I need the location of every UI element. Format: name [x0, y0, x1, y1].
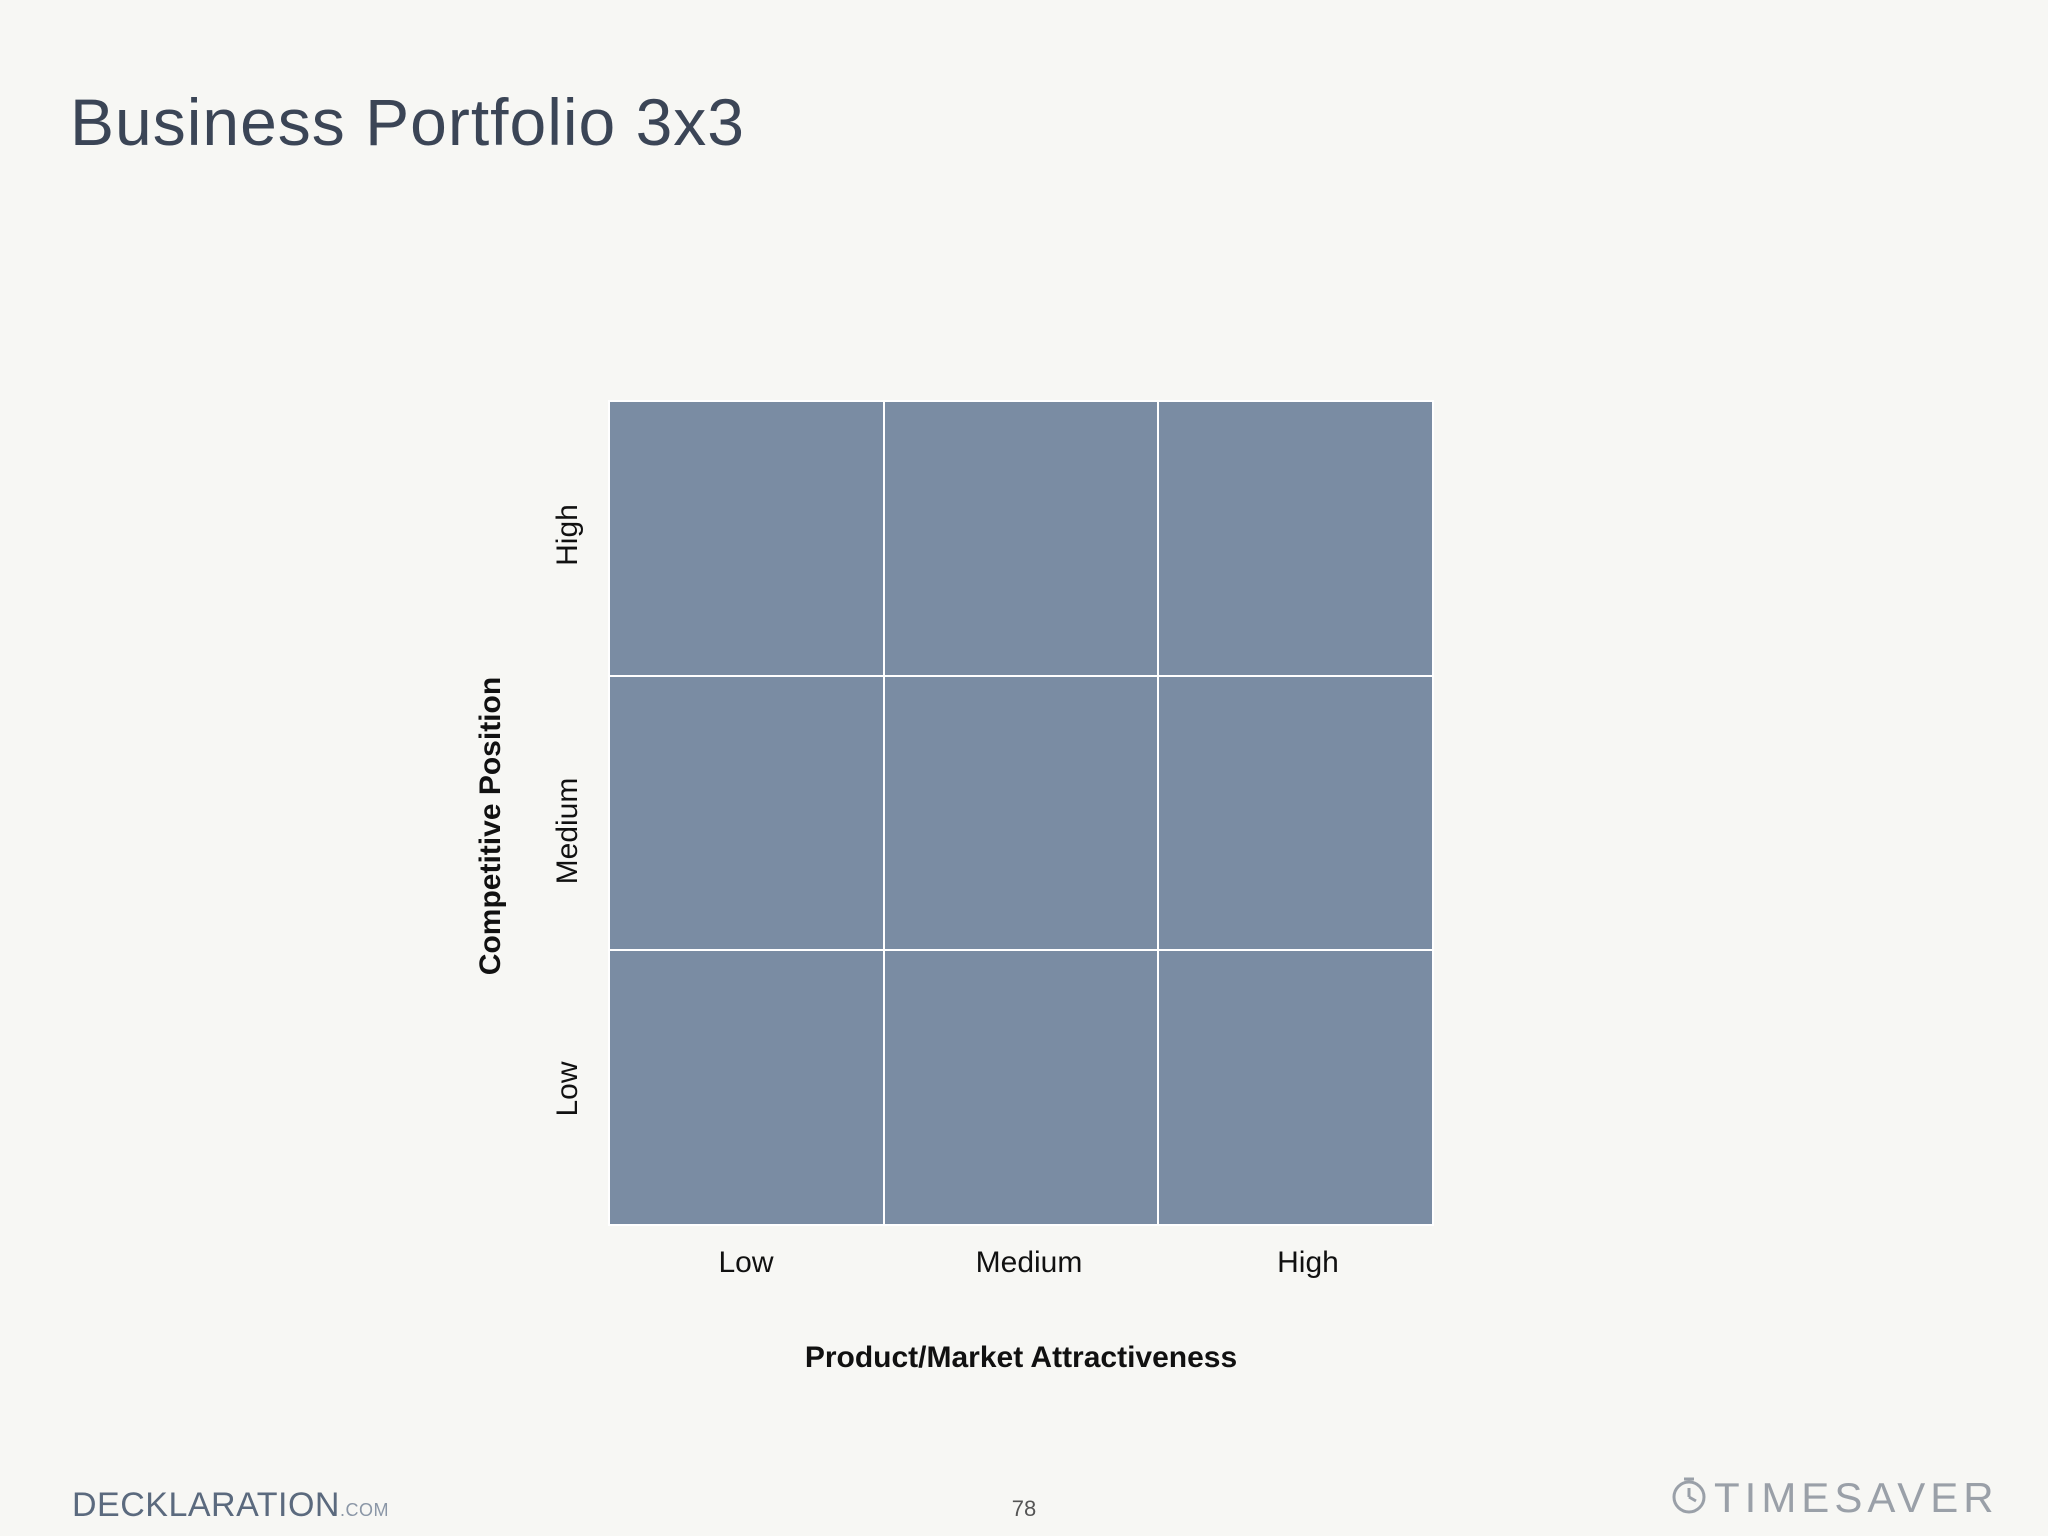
timesaver-label: TIMESAVER — [1714, 1474, 1999, 1521]
cell-medium-medium — [884, 676, 1158, 950]
footer-brand-logo: DECKLARATION.COM — [72, 1486, 389, 1525]
x-axis-title: Product/Market Attractiveness — [804, 1341, 1238, 1374]
y-tick-high: High — [551, 504, 584, 566]
cell-low-low — [610, 951, 883, 1224]
y-tick-low: Low — [551, 1061, 584, 1117]
x-tick-low: Low — [718, 1246, 774, 1279]
brand-suffix: .COM — [339, 1500, 389, 1520]
x-tick-medium: Medium — [975, 1246, 1083, 1279]
cell-low-medium — [884, 951, 1158, 1224]
cell-low-high — [1159, 951, 1432, 1224]
clock-icon — [1670, 1477, 1708, 1520]
footer-timesaver-logo: TIMESAVER — [1670, 1474, 1999, 1522]
y-tick-medium: Medium — [551, 777, 584, 885]
slide-title: Business Portfolio 3x3 — [70, 85, 746, 159]
x-tick-high: High — [1277, 1246, 1339, 1279]
y-axis-title: Competitive Position — [474, 676, 507, 976]
cell-high-medium — [884, 402, 1158, 675]
page-number: 78 — [1011, 1496, 1037, 1521]
cell-high-low — [610, 402, 883, 675]
cell-medium-high — [1159, 676, 1432, 950]
brand-name: DECKLARATION — [72, 1486, 340, 1524]
cell-medium-low — [610, 676, 883, 950]
portfolio-matrix — [608, 400, 1434, 1226]
cell-high-high — [1159, 402, 1432, 675]
